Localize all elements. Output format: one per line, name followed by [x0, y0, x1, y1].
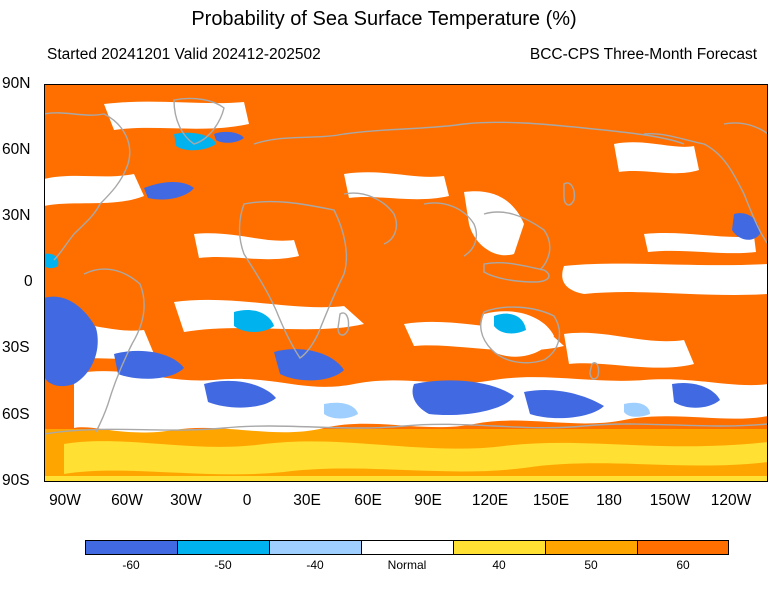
lon-label-150e: 150E [532, 492, 570, 509]
colorbar-box-40 [453, 540, 546, 555]
lat-label-0: 0 [24, 273, 33, 290]
lat-label-60s: 60S [2, 406, 30, 423]
lon-label-150w: 150W [649, 492, 691, 509]
lon-label-180: 180 [596, 492, 622, 509]
colorbar-box-normal [361, 540, 454, 555]
coastlines [44, 97, 768, 435]
colorbar-box-minus50 [177, 540, 270, 555]
colorbar-label-minus60: -60 [122, 558, 140, 572]
colorbar-box-50 [545, 540, 638, 555]
lon-label-60w: 60W [111, 492, 143, 509]
lat-label-30s: 30S [2, 339, 30, 356]
lon-label-30e: 30E [293, 492, 321, 509]
colorbar-box-minus60 [85, 540, 178, 555]
map-title: Probability of Sea Surface Temperature (… [191, 8, 577, 30]
subtitle-dates: Started 20241201 Valid 202412-202502 [47, 46, 321, 63]
lon-label-0: 0 [242, 492, 252, 509]
lon-label-90e: 90E [414, 492, 442, 509]
colorbar-label-60: 60 [676, 558, 690, 572]
lat-label-90s: 90S [2, 472, 30, 489]
lat-label-30n: 30N [2, 207, 31, 224]
lon-label-90w: 90W [49, 492, 81, 509]
colorbar-label-minus50: -50 [214, 558, 232, 572]
lat-label-60n: 60N [2, 141, 31, 158]
lon-label-120w: 120W [710, 492, 752, 509]
lon-label-120e: 120E [471, 492, 509, 509]
colorbar-box-minus40 [269, 540, 362, 555]
sst-probability-map [44, 84, 768, 482]
colorbar-label-minus40: -40 [306, 558, 324, 572]
colorbar-label-50: 50 [584, 558, 598, 572]
cold-regions [44, 131, 760, 419]
lon-label-30w: 30W [170, 492, 202, 509]
lat-label-90n: 90N [2, 75, 31, 92]
colorbar-label-40: 40 [492, 558, 506, 572]
southern-warm-band [44, 429, 768, 482]
lon-label-60e: 60E [354, 492, 382, 509]
colorbar-box-60 [637, 540, 729, 555]
colorbar-label-normal: Normal [387, 558, 427, 572]
subtitle-model: BCC-CPS Three-Month Forecast [529, 46, 757, 63]
